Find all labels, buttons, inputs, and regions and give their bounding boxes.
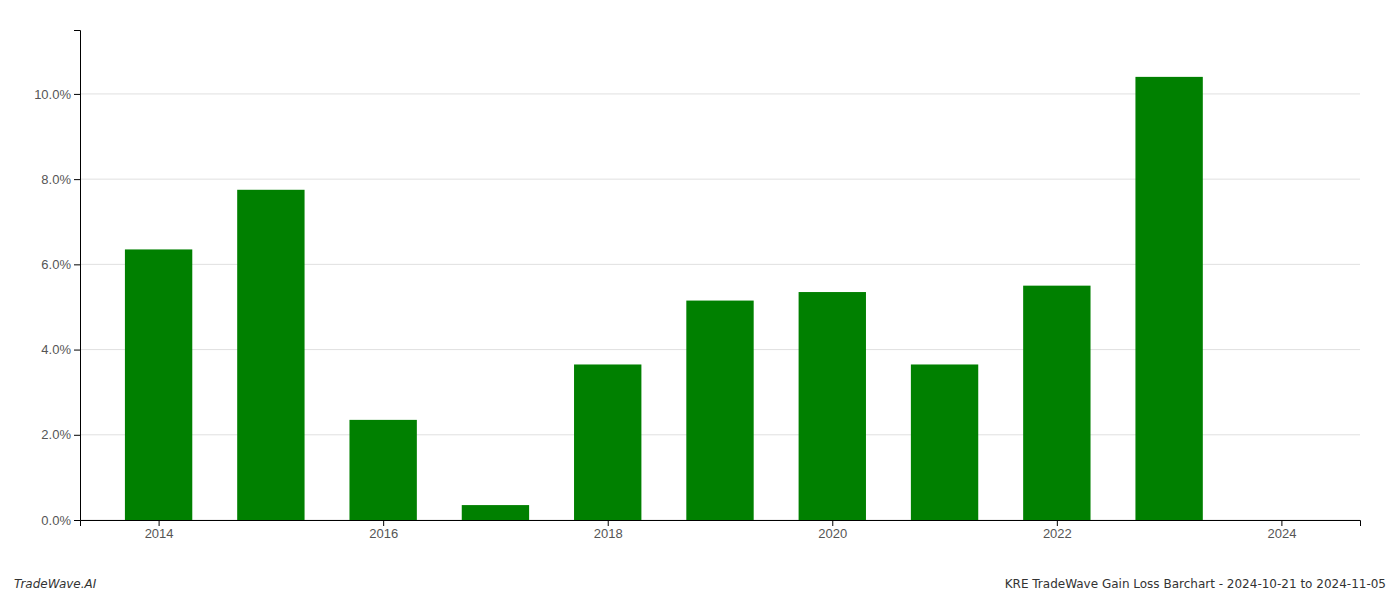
footer-left: TradeWave.AI: [14, 577, 97, 591]
y-tick-label: 0.0%: [41, 513, 71, 528]
bar: [237, 190, 304, 520]
y-tick-label: 8.0%: [41, 172, 71, 187]
x-axis: 2014 2016 2018 2020 2022 2024: [81, 520, 1361, 541]
bar: [686, 301, 753, 520]
y-tick-label: 10.0%: [34, 87, 71, 102]
bar: [574, 364, 641, 520]
x-tick: 2016: [369, 520, 398, 541]
x-tick: 2024: [1267, 520, 1296, 541]
bar: [911, 364, 978, 520]
y-tick-mark: [74, 350, 80, 351]
x-tick-label: 2024: [1267, 526, 1296, 541]
y-tick-mark: [74, 264, 80, 265]
x-tick-label: 2014: [145, 526, 174, 541]
plot: 2014 2016 2018 2020 2022 2024 0.0% 2.0% 4.0% 6.0%…: [34, 31, 1360, 542]
y-tick-mark: [74, 520, 80, 521]
footer-right: KRE TradeWave Gain Loss Barchart - 2024-…: [1005, 577, 1386, 591]
x-tick-label: 2016: [369, 526, 398, 541]
bar: [349, 420, 416, 520]
y-tick: 10.0%: [34, 87, 80, 102]
bar: [462, 505, 529, 520]
x-tick: 2022: [1043, 520, 1072, 541]
y-tick: 8.0%: [41, 172, 80, 187]
y-tick: 2.0%: [41, 427, 80, 442]
chart: 2014 2016 2018 2020 2022 2024 0.0% 2.0% 4.0% 6.0%…: [0, 0, 1400, 600]
x-tick-label: 2022: [1043, 526, 1072, 541]
y-tick-label: 4.0%: [41, 342, 71, 357]
bars: [125, 77, 1203, 520]
bar: [799, 292, 866, 520]
x-tick: 2020: [818, 520, 847, 541]
x-tick-mark: [832, 520, 833, 526]
y-axis: 0.0% 2.0% 4.0% 6.0% 8.0% 10.0%: [34, 31, 80, 528]
y-tick-label: 2.0%: [41, 427, 71, 442]
x-axis-line: [81, 521, 1361, 527]
y-tick: 4.0%: [41, 342, 80, 357]
x-tick: 2018: [594, 520, 623, 541]
y-tick: 0.0%: [41, 513, 80, 528]
y-axis-line: [74, 31, 81, 521]
x-tick-mark: [383, 520, 384, 526]
x-tick-mark: [1057, 520, 1058, 526]
x-tick-label: 2018: [594, 526, 623, 541]
bar: [1135, 77, 1202, 520]
bar: [125, 249, 192, 520]
x-tick-mark: [1281, 520, 1282, 526]
y-tick-mark: [74, 435, 80, 436]
bar: [1023, 286, 1090, 520]
y-tick-mark: [74, 94, 80, 95]
y-tick-mark: [74, 179, 80, 180]
x-tick-mark: [159, 520, 160, 526]
x-tick-label: 2020: [818, 526, 847, 541]
x-tick: 2014: [145, 520, 174, 541]
x-tick-mark: [608, 520, 609, 526]
y-tick-label: 6.0%: [41, 257, 71, 272]
y-tick: 6.0%: [41, 257, 80, 272]
